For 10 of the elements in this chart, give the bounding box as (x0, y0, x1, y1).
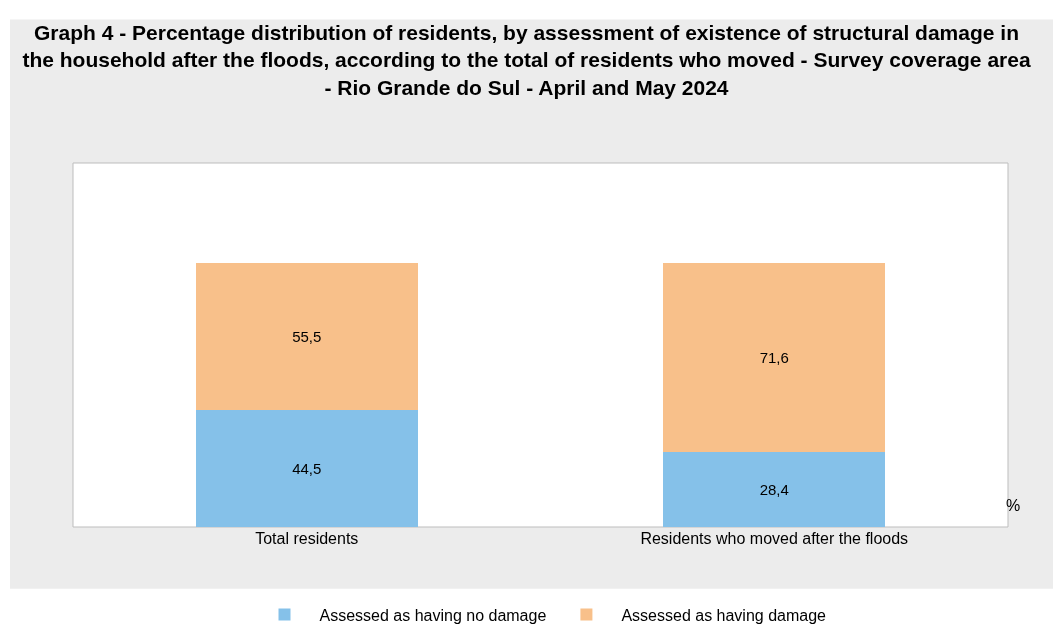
x-tick-label: Residents who moved after the floods (640, 530, 909, 547)
x-tick-label: Total residents (255, 530, 359, 547)
data-label: 55,5 (292, 327, 322, 345)
y-axis-title: % (1006, 497, 1021, 514)
data-label: 44,5 (292, 459, 322, 477)
legend-label: Assessed as having no damage (319, 606, 547, 624)
data-label: 71,6 (759, 349, 789, 367)
data-label: 28,4 (759, 481, 789, 499)
legend-label: Assessed as having damage (621, 606, 827, 624)
chart-title: Graph 4 - Percentage distribution of residents, by assessment of existence of structural damage in the household after the floods, according to the total of residents who moved - Survey coverage area - Rio Grande do Sul - April and May 2024 (22, 21, 1031, 99)
